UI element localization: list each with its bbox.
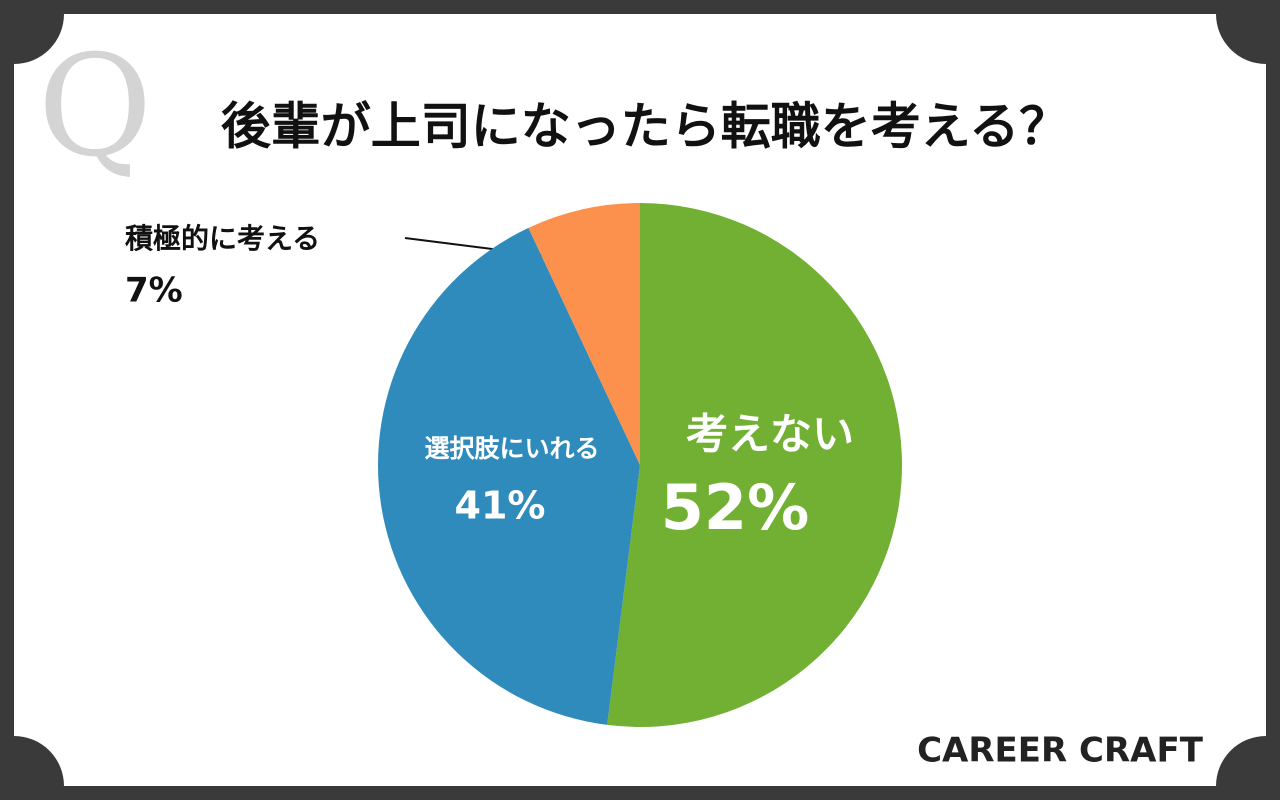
chart-title: 後輩が上司になったら転職を考える？ bbox=[221, 98, 1070, 156]
pie-slice bbox=[607, 203, 902, 727]
pie-slice bbox=[378, 227, 640, 725]
brand: CAREER CRAFT bbox=[917, 731, 1204, 771]
value-label: 7% bbox=[125, 271, 183, 311]
slice-label: 選択肢にいれる bbox=[424, 434, 599, 463]
pie-slice bbox=[528, 203, 640, 465]
value-label: 52% bbox=[661, 471, 809, 544]
slice-label: 積極的に考える bbox=[125, 222, 320, 255]
value-label: 41% bbox=[455, 484, 546, 528]
q-marker: Q bbox=[38, 26, 153, 189]
slice-label: 考えない bbox=[686, 410, 854, 459]
